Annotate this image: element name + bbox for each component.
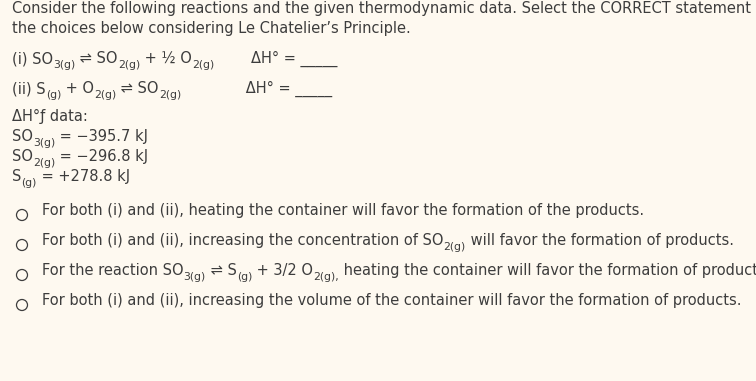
Text: 2(g): 2(g) bbox=[192, 60, 214, 70]
Text: the choices below considering Le Chatelier’s Principle.: the choices below considering Le Chateli… bbox=[12, 21, 411, 36]
Text: 2(g),: 2(g), bbox=[313, 272, 339, 282]
Text: For the reaction SO: For the reaction SO bbox=[42, 263, 184, 278]
Text: SO: SO bbox=[12, 129, 33, 144]
Text: ⇌ S: ⇌ S bbox=[206, 263, 237, 278]
Text: 2(g): 2(g) bbox=[33, 158, 55, 168]
Text: 2(g): 2(g) bbox=[159, 90, 181, 100]
Text: SO: SO bbox=[12, 149, 33, 164]
Text: 2(g): 2(g) bbox=[118, 60, 140, 70]
Text: 2(g): 2(g) bbox=[94, 90, 116, 100]
Text: + O: + O bbox=[61, 81, 94, 96]
Text: (g): (g) bbox=[237, 272, 252, 282]
Text: will favor the formation of products.: will favor the formation of products. bbox=[466, 233, 734, 248]
Text: Consider the following reactions and the given thermodynamic data. Select the CO: Consider the following reactions and the… bbox=[12, 1, 756, 16]
Text: = +278.8 kJ: = +278.8 kJ bbox=[37, 169, 130, 184]
Text: 2(g): 2(g) bbox=[444, 242, 466, 252]
Text: ⇌ SO: ⇌ SO bbox=[76, 51, 118, 66]
Text: 3(g): 3(g) bbox=[184, 272, 206, 282]
Text: + ½ O: + ½ O bbox=[140, 51, 192, 66]
Text: + 3/2 O: + 3/2 O bbox=[252, 263, 313, 278]
Text: ΔH° = _____: ΔH° = _____ bbox=[181, 81, 332, 97]
Text: = −395.7 kJ: = −395.7 kJ bbox=[55, 129, 148, 144]
Text: (g): (g) bbox=[21, 178, 37, 188]
Text: ΔH°ƒ data:: ΔH°ƒ data: bbox=[12, 109, 88, 124]
Text: ΔH° = _____: ΔH° = _____ bbox=[214, 51, 338, 67]
Text: (ii) S: (ii) S bbox=[12, 81, 45, 96]
Text: S: S bbox=[12, 169, 21, 184]
Text: heating the container will favor the formation of products.: heating the container will favor the for… bbox=[339, 263, 756, 278]
Text: 3(g): 3(g) bbox=[53, 60, 76, 70]
Text: (g): (g) bbox=[45, 90, 61, 100]
Text: ⇌ SO: ⇌ SO bbox=[116, 81, 159, 96]
Text: (i) SO: (i) SO bbox=[12, 51, 53, 66]
Text: For both (i) and (ii), increasing the concentration of SO: For both (i) and (ii), increasing the co… bbox=[42, 233, 444, 248]
Text: For both (i) and (ii), increasing the volume of the container will favor the for: For both (i) and (ii), increasing the vo… bbox=[42, 293, 742, 308]
Text: For both (i) and (ii), heating the container will favor the formation of the pro: For both (i) and (ii), heating the conta… bbox=[42, 203, 644, 218]
Text: 3(g): 3(g) bbox=[33, 138, 55, 148]
Text: = −296.8 kJ: = −296.8 kJ bbox=[55, 149, 148, 164]
